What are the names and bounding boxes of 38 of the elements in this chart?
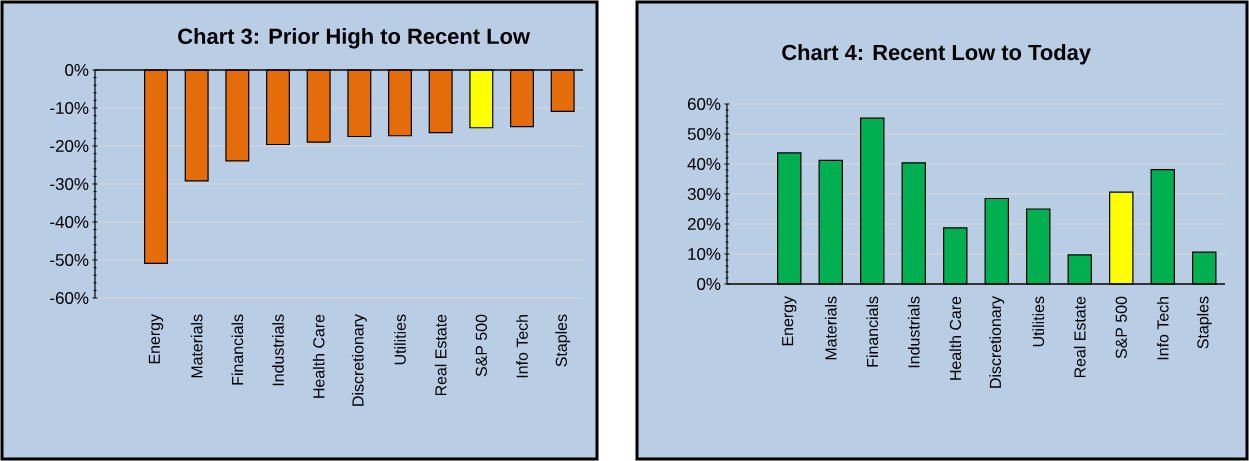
chart-title: Chart 4: Recent Low to Today: [782, 44, 1091, 65]
y-tick-label: 10%: [688, 248, 721, 260]
chart-title: Chart 3: Prior High to Recent Low: [178, 27, 531, 49]
x-tick-label: Staples: [555, 314, 571, 367]
y-tick-label: -20%: [50, 140, 89, 152]
x-tick-label: Materials: [190, 314, 203, 378]
x-tick-label: Real Estate: [434, 314, 447, 396]
x-tick-label: Utilities: [394, 314, 406, 365]
x-tick-label: Health Care: [949, 296, 962, 380]
x-tick-label: Energy: [782, 296, 797, 346]
x-tick-label: Real Estate: [1073, 296, 1086, 378]
x-tick-label: Discretionary: [351, 314, 367, 406]
y-tick-label: 0%: [697, 278, 721, 290]
y-tick-label: 40%: [687, 158, 721, 170]
y-tick-label: 30%: [687, 188, 721, 200]
x-tick-label: Info Tech: [1156, 297, 1169, 360]
x-tick-label: Staples: [1196, 296, 1212, 349]
x-tick-label: Utilities: [1032, 296, 1045, 347]
y-tick-label: -50%: [50, 254, 89, 266]
x-tick-label: Financials: [866, 296, 879, 367]
y-tick-label: -60%: [50, 292, 89, 304]
x-tick-label: Materials: [824, 296, 837, 360]
y-tick-label: 60%: [687, 98, 721, 110]
x-tick-label: Energy: [148, 314, 164, 364]
y-tick-label: 0%: [65, 64, 89, 76]
x-tick-label: Health Care: [312, 314, 325, 398]
x-tick-label: Info Tech: [516, 315, 528, 378]
y-tick-label: -30%: [50, 178, 89, 190]
y-tick-label: 50%: [687, 128, 721, 140]
x-tick-label: Discretionary: [989, 296, 1005, 388]
x-tick-label: S&P 500: [475, 314, 487, 377]
x-tick-label: S&P 500: [1115, 296, 1127, 359]
y-tick-label: -10%: [50, 102, 89, 114]
x-tick-label: Financials: [231, 314, 244, 385]
x-tick-label: Industrials: [272, 314, 284, 386]
y-tick-label: 20%: [687, 218, 721, 230]
x-tick-label: Industrials: [907, 296, 920, 368]
y-tick-label: -40%: [50, 216, 89, 228]
